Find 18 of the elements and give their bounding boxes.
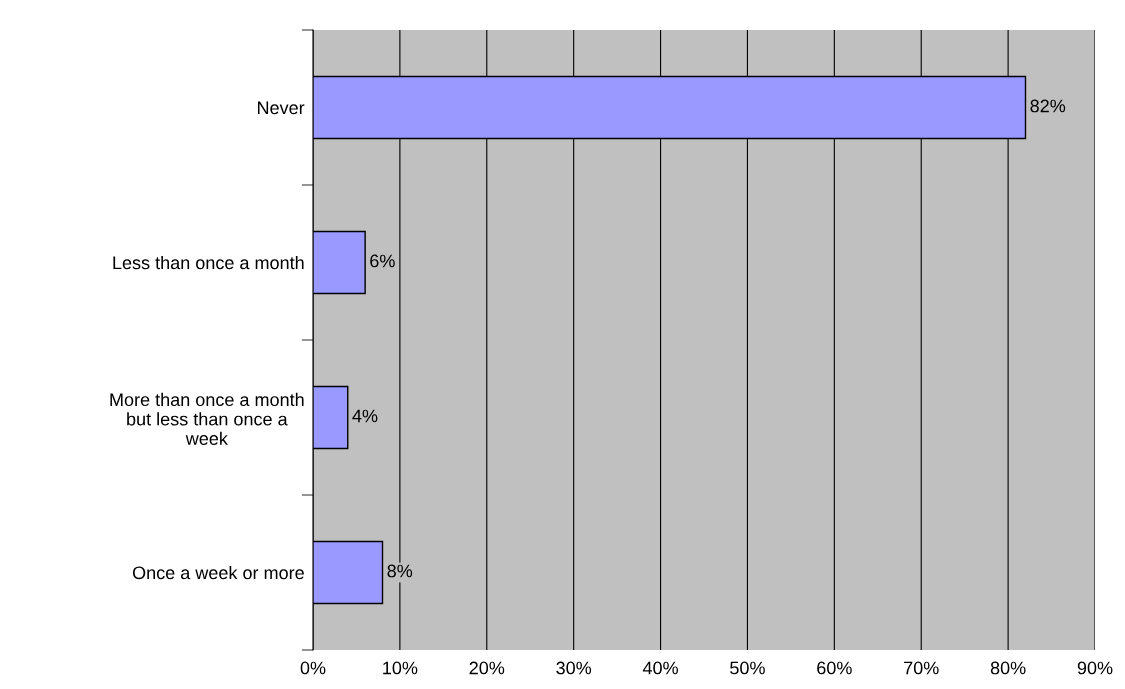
data-label: 4% [352,409,378,423]
x-tick-label: 60% [817,661,852,675]
y-tick-label: Once a week or more [132,565,304,580]
x-tick-label: 40% [642,661,678,675]
x-tick-label: 0% [300,661,326,675]
data-label: 6% [370,254,395,268]
data-label: 82% [1030,99,1066,113]
y-tick-label: Never [257,101,305,115]
x-tick-label: 30% [556,661,592,675]
y-tick-label: Less than once a month [113,255,304,270]
x-tick-label: 10% [383,661,418,675]
y-tick-label: More than once a month but less than once a week [110,392,304,445]
x-tick-label: 20% [469,661,505,675]
x-tick-label: 70% [904,661,939,675]
x-tick-label: 80% [990,661,1026,675]
x-tick-label: 90% [1077,661,1113,675]
data-label: 8% [387,564,413,578]
x-tick-label: 50% [730,661,765,675]
